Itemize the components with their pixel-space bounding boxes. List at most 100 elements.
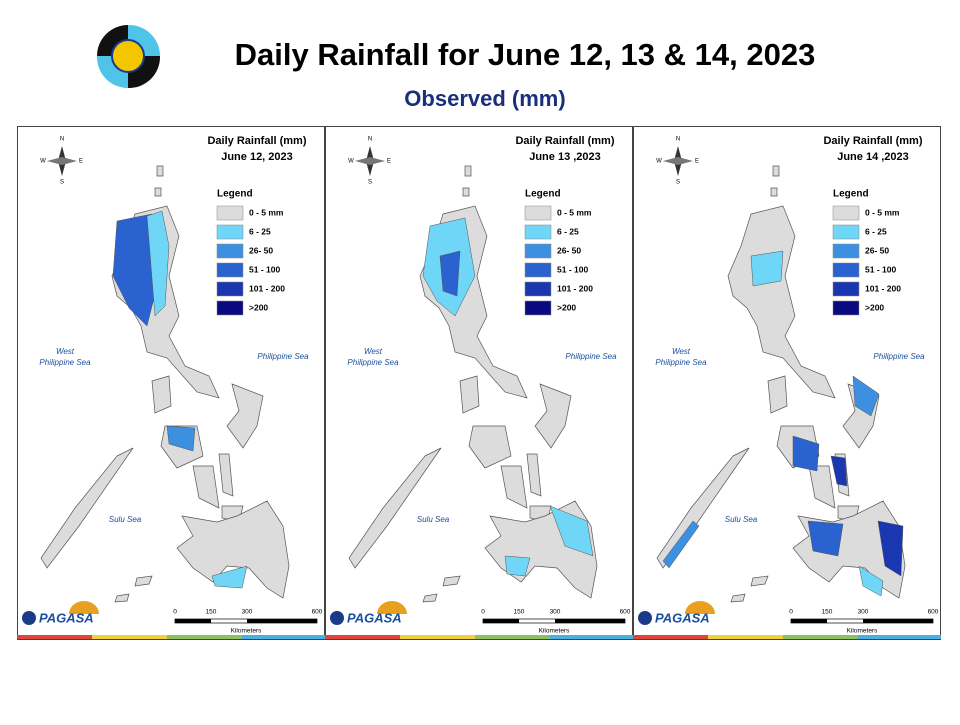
color-strip [708, 635, 783, 639]
sea-label: Philippine Sea [39, 358, 91, 367]
logo-center [111, 39, 145, 73]
legend-label: 101 - 200 [249, 283, 285, 293]
legend-swatch [832, 281, 860, 297]
scale-unit: Kilometers [847, 628, 878, 635]
legend-label: 101 - 200 [865, 283, 901, 293]
logo-icon [638, 611, 652, 625]
rain-area [792, 435, 820, 472]
scale-tick-label: 600 [928, 609, 939, 616]
land [526, 453, 542, 497]
scale-tick-label: 150 [822, 609, 833, 616]
compass-letter: E [387, 159, 391, 165]
scale-tick-label: 150 [514, 609, 525, 616]
legend-swatch [832, 243, 860, 259]
color-strip [633, 635, 708, 639]
sea-label: West [56, 347, 75, 356]
legend-label: 26- 50 [249, 245, 273, 255]
land [464, 165, 472, 177]
compass [355, 157, 385, 165]
map-panel: Daily Rainfall (mm) June 14 ,2023 Legend 0 … [633, 126, 941, 640]
sea-label: Philippine Sea [257, 352, 309, 361]
rain-area [439, 250, 461, 297]
scale-tick-label: 150 [206, 609, 217, 616]
scale-tick-label: 0 [789, 609, 793, 616]
legend-label: 6 - 25 [557, 226, 579, 236]
legend-label: 51 - 100 [249, 264, 280, 274]
land [422, 593, 438, 603]
sea-label: Sulu Sea [725, 515, 758, 524]
logo-umbrella [377, 601, 407, 614]
compass [663, 157, 693, 165]
rain-area [750, 250, 784, 287]
compass-letter: E [695, 159, 699, 165]
scale-bar [555, 619, 625, 623]
rain-area [146, 210, 170, 317]
land [442, 575, 461, 587]
rain-area [166, 425, 196, 452]
legend-swatch [524, 262, 552, 278]
title: Daily Rainfall for June 12, 13 & 14, 202… [235, 37, 816, 72]
land [348, 447, 442, 569]
land [192, 465, 220, 509]
scale-bar [791, 619, 827, 623]
land [459, 375, 480, 414]
legend-label: 0 - 5 mm [557, 207, 592, 217]
color-strip [400, 635, 475, 639]
sea-label: Philippine Sea [873, 352, 925, 361]
compass-letter: W [656, 159, 662, 165]
land [462, 187, 470, 197]
land [772, 165, 780, 177]
legend-label: 0 - 5 mm [865, 207, 900, 217]
rain-area [807, 520, 844, 557]
rain-area [504, 555, 531, 577]
land [156, 165, 164, 177]
legend-swatch [216, 262, 244, 278]
land [730, 593, 746, 603]
panel-date: June 13 ,2023 [529, 151, 601, 163]
legend-swatch [216, 205, 244, 221]
compass-letter: S [60, 180, 64, 186]
panel-title: Daily Rainfall (mm) [515, 135, 614, 147]
legend-label: >200 [249, 302, 268, 312]
scale-tick-label: 600 [312, 609, 323, 616]
logo-icon [330, 611, 344, 625]
rain-area [549, 505, 594, 557]
sea-label: Philippine Sea [565, 352, 617, 361]
compass [47, 157, 77, 165]
legend-swatch [216, 224, 244, 240]
legend-title: Legend [833, 189, 869, 200]
rain-area [858, 565, 884, 597]
map-panel: Daily Rainfall (mm) June 12, 2023 Legend 0 … [17, 126, 325, 640]
rain-area [852, 375, 880, 417]
legend-swatch [524, 243, 552, 259]
land [750, 575, 769, 587]
legend-label: 26- 50 [865, 245, 889, 255]
legend-swatch [832, 300, 860, 316]
sea-label: West [364, 347, 383, 356]
legend-swatch [216, 300, 244, 316]
compass-letter: S [368, 180, 372, 186]
color-strip [167, 635, 242, 639]
legend-label: 6 - 25 [865, 226, 887, 236]
scale-bar [483, 619, 519, 623]
rain-area [211, 565, 248, 589]
land [808, 465, 836, 509]
compass-letter: N [368, 137, 372, 143]
scale-tick-label: 300 [550, 609, 561, 616]
legend-title: Legend [217, 189, 253, 200]
sea-label: West [672, 347, 691, 356]
color-strip [475, 635, 550, 639]
land [151, 375, 172, 414]
land [534, 383, 572, 449]
scale-bar [175, 619, 211, 623]
legend-label: 101 - 200 [557, 283, 593, 293]
subtitle: Observed (mm) [404, 86, 565, 111]
land [226, 383, 264, 449]
scale-unit: Kilometers [539, 628, 570, 635]
legend-label: 51 - 100 [557, 264, 588, 274]
land [154, 187, 162, 197]
legend-swatch [524, 205, 552, 221]
panel-date: June 14 ,2023 [837, 151, 909, 163]
compass-letter: N [60, 137, 64, 143]
